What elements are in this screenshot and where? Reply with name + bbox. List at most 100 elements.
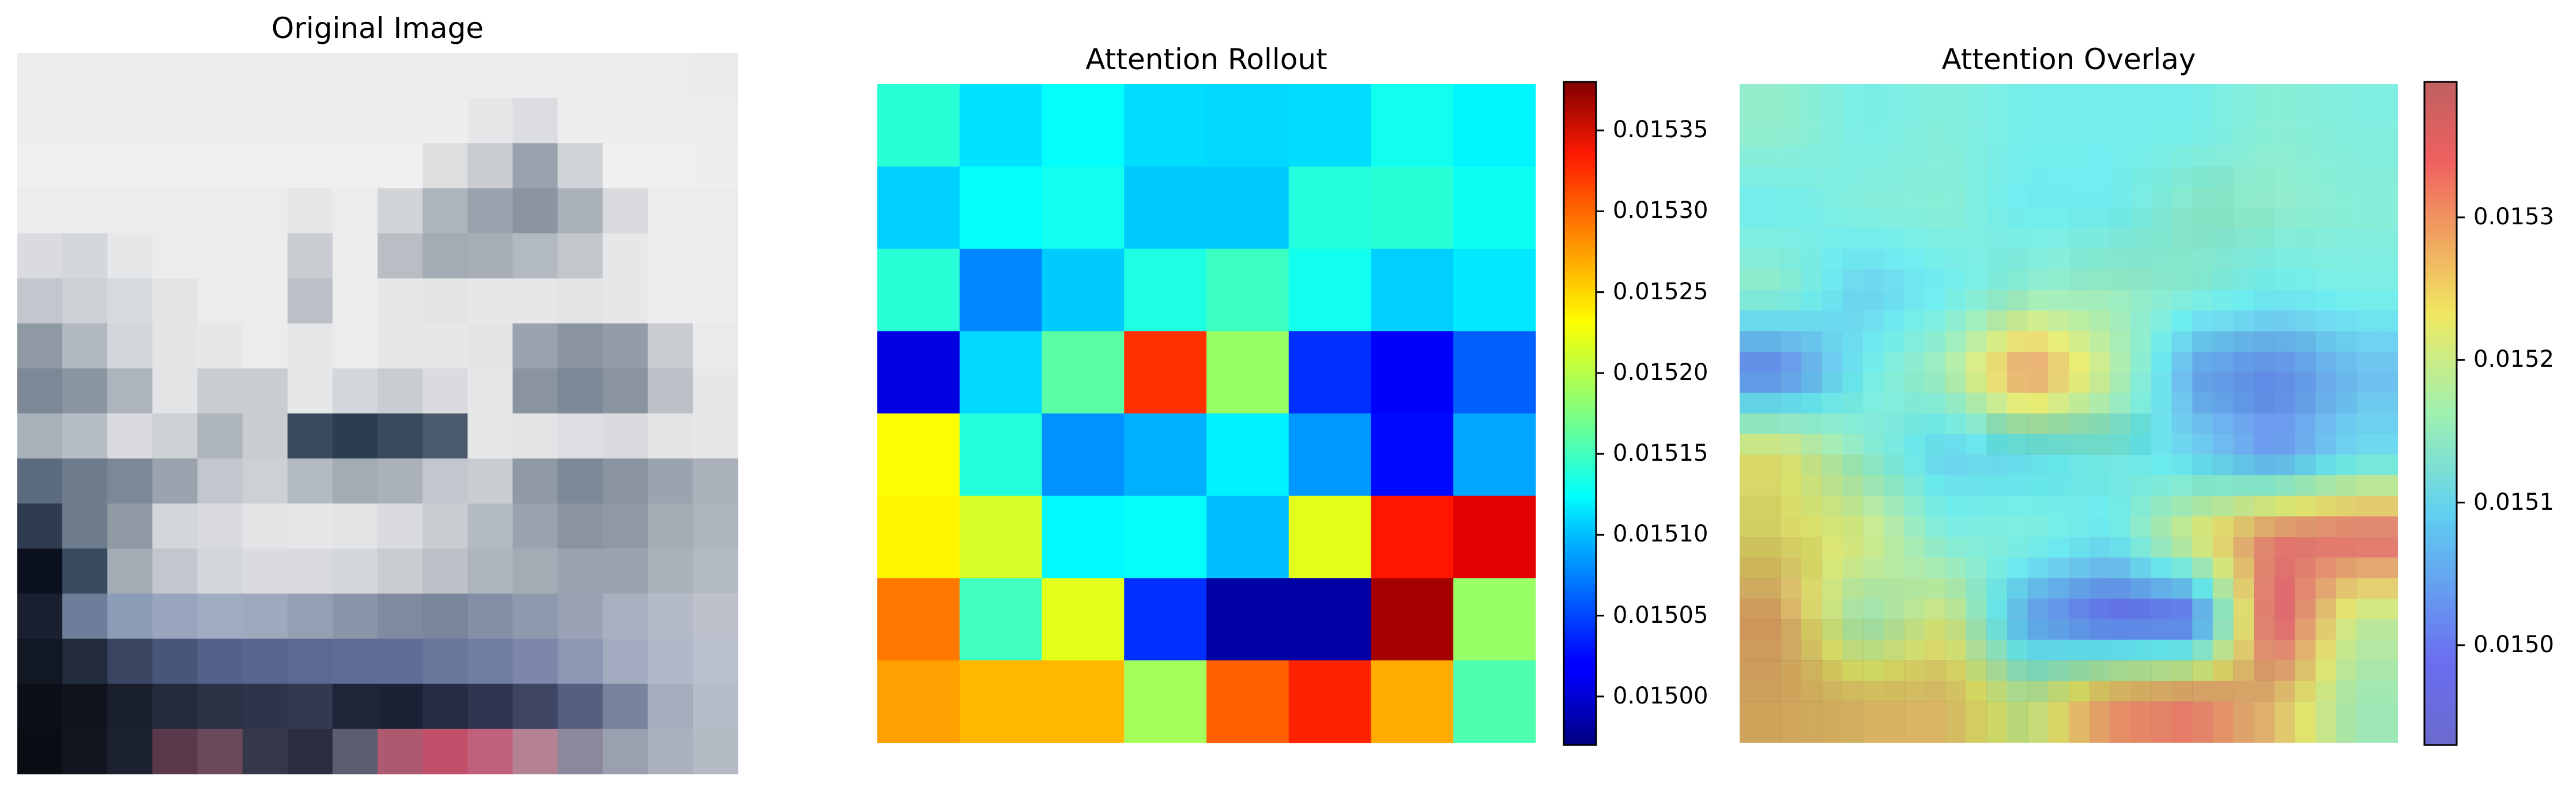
overlay-cell bbox=[1925, 269, 1946, 291]
overlay-cell bbox=[1904, 660, 1925, 682]
overlay-cell bbox=[2254, 537, 2275, 558]
overlay-cell bbox=[1801, 310, 1823, 332]
overlay-image-pixel bbox=[1740, 660, 1781, 702]
image-pixel bbox=[378, 233, 423, 279]
overlay-cell bbox=[2130, 557, 2152, 579]
overlay-cell bbox=[2048, 146, 2069, 167]
overlay-cell bbox=[2192, 599, 2213, 620]
overlay-cell bbox=[2192, 537, 2213, 558]
overlay-cell bbox=[2130, 146, 2152, 167]
overlay-cell bbox=[2110, 557, 2131, 579]
overlay-cell bbox=[2254, 146, 2275, 167]
overlay-image-pixel bbox=[1821, 454, 1864, 496]
overlay-image-pixel bbox=[1904, 701, 1946, 743]
overlay-cell bbox=[2089, 516, 2110, 537]
overlay-cell bbox=[1925, 599, 1946, 620]
heatmap-cell bbox=[1042, 578, 1125, 661]
overlay-cell bbox=[2171, 104, 2193, 126]
overlay-cell bbox=[2336, 104, 2358, 126]
overlay-cell bbox=[2336, 208, 2358, 229]
overlay-image-pixel bbox=[2027, 537, 2069, 579]
overlay-cell bbox=[2212, 104, 2234, 126]
overlay-cell bbox=[1781, 557, 1802, 579]
overlay-cell bbox=[2295, 331, 2316, 352]
overlay-cell bbox=[2254, 680, 2275, 702]
overlay-cell bbox=[2212, 187, 2234, 208]
overlay-cell bbox=[2130, 249, 2152, 270]
overlay-cell bbox=[1760, 372, 1781, 393]
overlay-cell bbox=[2233, 680, 2254, 702]
image-pixel bbox=[62, 593, 108, 639]
image-pixel bbox=[467, 683, 513, 729]
overlay-cell bbox=[1801, 187, 1823, 208]
overlay-image-pixel bbox=[2027, 249, 2069, 291]
overlay-cell bbox=[2336, 228, 2358, 250]
overlay-cell bbox=[2336, 413, 2358, 435]
overlay-cell bbox=[1945, 557, 1967, 579]
overlay-cell bbox=[2336, 619, 2358, 641]
overlay-cell bbox=[2233, 599, 2254, 620]
overlay-cell bbox=[2254, 187, 2275, 208]
overlay-cell bbox=[1781, 434, 1802, 455]
image-pixel bbox=[107, 593, 153, 639]
overlay-image-pixel bbox=[2151, 413, 2193, 455]
overlay-image-pixel bbox=[1781, 454, 1823, 496]
overlay-cell bbox=[2069, 393, 2090, 414]
overlay-cell bbox=[2130, 454, 2152, 476]
overlay-image-pixel bbox=[1986, 249, 2028, 291]
overlay-image-pixel bbox=[1945, 84, 1987, 126]
image-pixel bbox=[467, 728, 513, 774]
overlay-cell bbox=[2274, 393, 2296, 414]
overlay-cell bbox=[2151, 619, 2173, 641]
overlay-cell bbox=[2377, 516, 2398, 537]
image-pixel bbox=[692, 323, 738, 369]
overlay-image-pixel bbox=[2192, 454, 2234, 496]
overlay-cell bbox=[1925, 516, 1946, 537]
overlay-cell bbox=[2356, 495, 2378, 517]
overlay-cell bbox=[1863, 310, 1884, 332]
overlay-cell bbox=[2069, 289, 2090, 311]
image-pixel bbox=[557, 413, 604, 459]
image-pixel bbox=[242, 548, 288, 595]
overlay-cell bbox=[1740, 228, 1761, 250]
overlay-cell bbox=[2274, 208, 2296, 229]
image-pixel bbox=[467, 143, 513, 189]
overlay-cell bbox=[2212, 475, 2234, 496]
overlay-cell bbox=[1925, 639, 1946, 661]
overlay-image-pixel bbox=[2233, 208, 2275, 250]
image-pixel bbox=[602, 593, 648, 639]
overlay-cell bbox=[1925, 578, 1946, 599]
overlay-cell bbox=[2048, 413, 2069, 435]
image-pixel bbox=[17, 413, 63, 459]
image-pixel bbox=[17, 593, 63, 639]
image-pixel bbox=[647, 503, 693, 549]
heatmap-cell bbox=[1042, 84, 1125, 167]
overlay-cell bbox=[2233, 125, 2254, 146]
overlay-cell bbox=[2130, 516, 2152, 537]
overlay-cell bbox=[2089, 372, 2110, 393]
overlay-cell bbox=[2336, 516, 2358, 537]
overlay-cell bbox=[2212, 680, 2234, 702]
overlay-cell bbox=[2295, 680, 2316, 702]
overlay-cell bbox=[2048, 619, 2069, 641]
overlay-cell bbox=[1883, 578, 1905, 599]
overlay-cell bbox=[2295, 434, 2316, 455]
overlay-image-pixel bbox=[1904, 125, 1946, 167]
overlay-cell bbox=[1842, 537, 1864, 558]
overlay-cell bbox=[1925, 208, 1946, 229]
overlay-cell bbox=[2110, 722, 2131, 743]
overlay-cell bbox=[2315, 166, 2337, 188]
overlay-cell bbox=[1781, 578, 1802, 599]
overlay-cell bbox=[1842, 516, 1864, 537]
overlay-cell bbox=[1883, 84, 1905, 106]
overlay-cell bbox=[1842, 249, 1864, 270]
overlay-cell bbox=[2377, 557, 2398, 579]
overlay-cell bbox=[1945, 310, 1967, 332]
heatmap-cell bbox=[1124, 166, 1207, 249]
overlay-cell bbox=[2192, 84, 2213, 106]
overlay-cell bbox=[2336, 310, 2358, 332]
overlay-cell bbox=[2315, 351, 2337, 373]
overlay-cell bbox=[2027, 331, 2049, 352]
image-pixel bbox=[692, 368, 738, 414]
image-pixel bbox=[62, 98, 108, 144]
